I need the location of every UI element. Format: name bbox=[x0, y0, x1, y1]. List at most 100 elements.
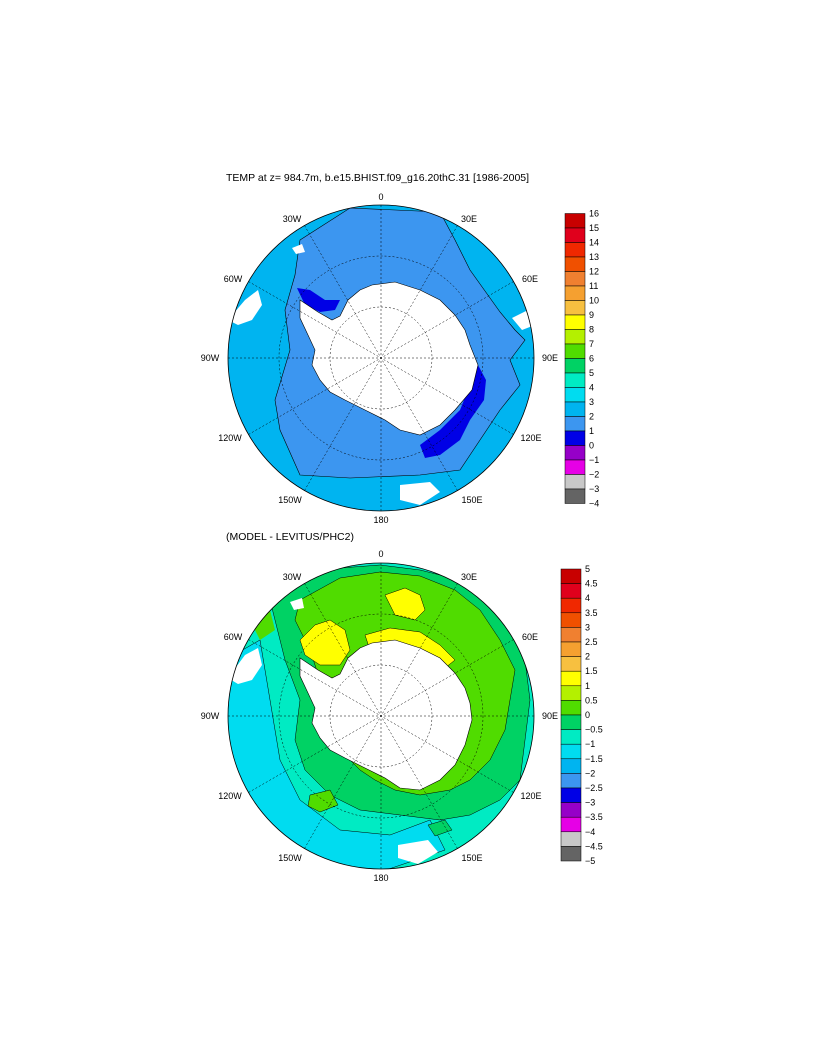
lon-label: 60W bbox=[224, 632, 243, 642]
colorbar-swatch bbox=[564, 213, 586, 229]
lon-label: 150W bbox=[278, 853, 302, 863]
colorbar-label: −4.5 bbox=[585, 841, 603, 851]
colorbar-swatch bbox=[564, 285, 586, 301]
land-mass bbox=[400, 482, 440, 505]
colorbar-swatch bbox=[560, 641, 582, 657]
colorbar-swatch bbox=[564, 300, 586, 316]
lon-label: 90W bbox=[201, 353, 220, 363]
colorbar-label: 2 bbox=[589, 412, 594, 422]
colorbar-swatch bbox=[560, 831, 582, 847]
land-mass bbox=[398, 840, 438, 864]
colorbar-swatch bbox=[564, 387, 586, 403]
colorbar-swatch bbox=[564, 358, 586, 374]
colorbar-label: −1.5 bbox=[585, 754, 603, 764]
lon-label: 90E bbox=[542, 711, 558, 721]
colorbar-label: 1.5 bbox=[585, 666, 598, 676]
colorbar-label: 1 bbox=[585, 681, 590, 691]
land-mass bbox=[228, 290, 262, 325]
colorbar-label: 5 bbox=[589, 368, 594, 378]
lon-label: 120W bbox=[218, 791, 242, 801]
colorbar-swatch bbox=[560, 846, 582, 862]
panel-title-top: TEMP at z= 984.7m, b.e15.BHIST.f09_g16.2… bbox=[226, 172, 530, 184]
colorbar-swatch bbox=[564, 416, 586, 432]
difference-map bbox=[227, 562, 535, 870]
colorbar-label: −2 bbox=[585, 768, 595, 778]
antarctica bbox=[299, 639, 473, 791]
colorbar-swatch bbox=[560, 729, 582, 745]
panel-title-bottom: (MODEL - LEVITUS/PHC2) bbox=[226, 531, 354, 543]
colorbar-swatch bbox=[560, 802, 582, 818]
colorbar-label: −0.5 bbox=[585, 725, 603, 735]
colorbar-swatch bbox=[560, 656, 582, 672]
colorbar-label: 3.5 bbox=[585, 608, 598, 618]
lon-label: 0 bbox=[378, 192, 383, 202]
colorbar-swatch bbox=[564, 401, 586, 417]
colorbar-label: 15 bbox=[589, 223, 599, 233]
lon-label: 60E bbox=[522, 274, 538, 284]
colorbar-label: −2.5 bbox=[585, 783, 603, 793]
land-mass bbox=[290, 598, 304, 610]
colorbar-swatch bbox=[560, 758, 582, 774]
colorbar-swatch bbox=[564, 242, 586, 258]
colorbar-label: −2 bbox=[589, 470, 599, 480]
lon-label: 30E bbox=[461, 214, 477, 224]
colorbar-swatch bbox=[564, 430, 586, 446]
colorbar-label: −1 bbox=[589, 455, 599, 465]
lon-label: 60W bbox=[224, 274, 243, 284]
lon-label: 120W bbox=[218, 433, 242, 443]
colorbar-swatch bbox=[564, 227, 586, 243]
lon-label: 180 bbox=[373, 873, 388, 883]
lon-label: 60E bbox=[522, 632, 538, 642]
colorbar-swatch bbox=[560, 583, 582, 599]
lon-label: 150W bbox=[278, 495, 302, 505]
colorbar-label: −3 bbox=[589, 484, 599, 494]
colorbar-swatch bbox=[564, 343, 586, 359]
lon-label: 90E bbox=[542, 353, 558, 363]
lon-labels-bottom: 0 30E 60E 90E 120E 150E 180 150W 120W 90… bbox=[201, 549, 558, 883]
colorbar-label: 7 bbox=[589, 339, 594, 349]
colorbar-label: 0.5 bbox=[585, 695, 598, 705]
lon-label: 90W bbox=[201, 711, 220, 721]
colorbar-swatch bbox=[560, 612, 582, 628]
colorbar-swatch bbox=[560, 714, 582, 730]
colorbar-swatch bbox=[564, 488, 586, 504]
colorbar-label: 10 bbox=[589, 296, 599, 306]
graticule bbox=[228, 563, 534, 869]
anomaly-1-to-1.5 bbox=[384, 587, 426, 621]
land-mass bbox=[292, 244, 305, 254]
colorbar-label: 4 bbox=[585, 593, 590, 603]
lon-label: 30W bbox=[283, 214, 302, 224]
lon-label: 30E bbox=[461, 572, 477, 582]
lon-label: 150E bbox=[461, 853, 482, 863]
colorbar-label: −4 bbox=[589, 499, 599, 509]
antarctica bbox=[299, 281, 479, 436]
colorbar-swatch bbox=[564, 314, 586, 330]
colorbar-label: 0 bbox=[585, 710, 590, 720]
colorbar-label: 0 bbox=[589, 441, 594, 451]
colorbar-swatch bbox=[564, 256, 586, 272]
colorbar-label: 14 bbox=[589, 238, 599, 248]
colorbar-label: 6 bbox=[589, 354, 594, 364]
colorbar-swatch bbox=[560, 773, 582, 789]
colorbar-label: 12 bbox=[589, 267, 599, 277]
colorbar-swatch bbox=[564, 474, 586, 490]
colorbar-label: 3 bbox=[585, 622, 590, 632]
map-border bbox=[227, 562, 535, 870]
colorbar-label: 16 bbox=[589, 209, 599, 219]
colorbar-label: −5 bbox=[585, 856, 595, 866]
colorbar-label: 2.5 bbox=[585, 637, 598, 647]
colorbar-swatch bbox=[560, 627, 582, 643]
colorbar-swatch bbox=[560, 597, 582, 614]
colorbar-label: 8 bbox=[589, 325, 594, 335]
lon-label: 30W bbox=[283, 572, 302, 582]
colorbar-swatch bbox=[560, 743, 582, 760]
colorbar-label: 9 bbox=[589, 310, 594, 320]
colorbar-label: 4 bbox=[589, 383, 594, 393]
colorbar-label: 13 bbox=[589, 252, 599, 262]
lon-label: 150E bbox=[461, 495, 482, 505]
colorbar-swatch bbox=[564, 271, 586, 287]
colorbar-label: 5 bbox=[585, 564, 590, 574]
colorbar-swatch bbox=[564, 459, 586, 475]
